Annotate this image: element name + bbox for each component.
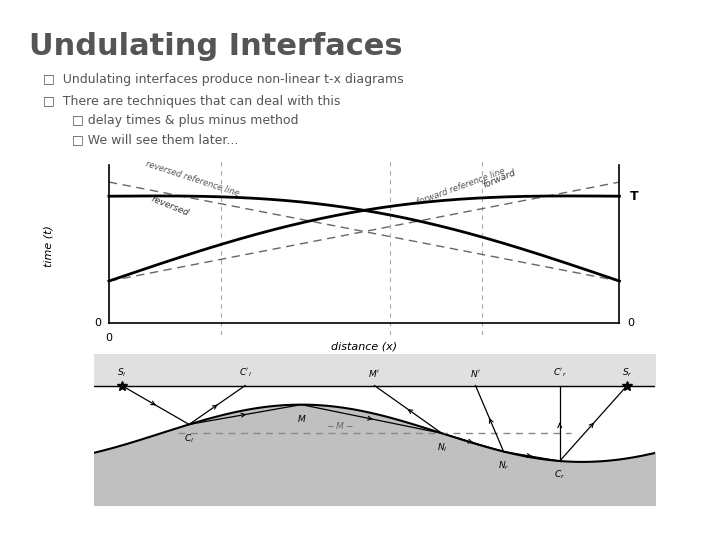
Text: forward: forward (482, 168, 517, 190)
Text: forward reference line: forward reference line (415, 166, 506, 207)
Text: T: T (630, 190, 639, 202)
Text: $C'_l$: $C'_l$ (239, 367, 251, 379)
Text: reversed reference line: reversed reference line (145, 159, 240, 198)
Text: $C'_r$: $C'_r$ (553, 367, 567, 379)
Text: $M$: $M$ (297, 413, 306, 423)
Text: 0: 0 (105, 333, 112, 343)
Text: reversed: reversed (150, 195, 190, 218)
Text: □ delay times & plus minus method: □ delay times & plus minus method (72, 114, 299, 127)
Text: distance (x): distance (x) (331, 342, 397, 352)
Text: $-\,M\,-$: $-\,M\,-$ (326, 420, 355, 431)
Text: $S_l$: $S_l$ (117, 367, 127, 379)
Text: $C_l$: $C_l$ (184, 433, 194, 445)
Text: □  Undulating interfaces produce non-linear t-x diagrams: □ Undulating interfaces produce non-line… (43, 73, 404, 86)
Text: $N'$: $N'$ (470, 368, 481, 379)
Text: □ We will see them later...: □ We will see them later... (72, 133, 238, 146)
Text: $N_l$: $N_l$ (436, 441, 447, 454)
Text: time (t): time (t) (44, 225, 54, 267)
Text: 0: 0 (94, 319, 102, 328)
Text: $M'$: $M'$ (369, 368, 380, 379)
Text: $N_r$: $N_r$ (498, 460, 510, 472)
Text: $S_r$: $S_r$ (622, 367, 632, 379)
Text: Undulating Interfaces: Undulating Interfaces (29, 32, 402, 62)
Text: $C_r$: $C_r$ (554, 469, 565, 482)
Text: 0: 0 (627, 319, 634, 328)
Text: □  There are techniques that can deal with this: □ There are techniques that can deal wit… (43, 94, 341, 107)
